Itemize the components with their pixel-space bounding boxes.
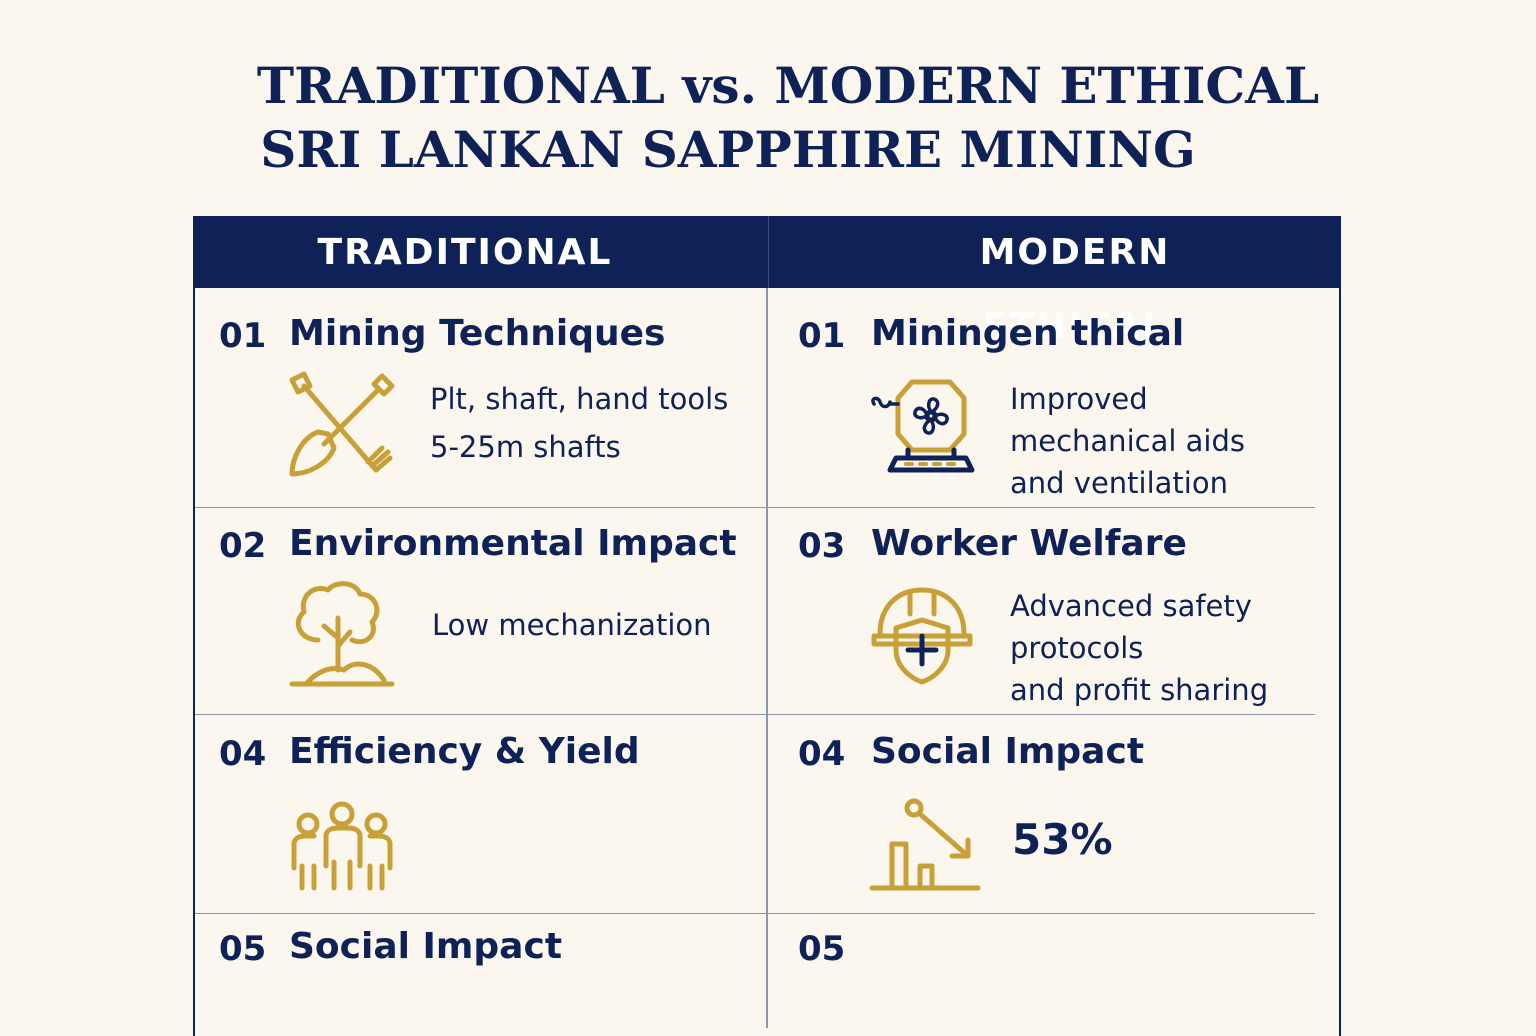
- page-title-line-2: SRI LANKAN SAPPHIRE MINING: [260, 120, 1196, 179]
- row-description-line: Low mechanization: [432, 608, 712, 642]
- row-title: Worker Welfare: [871, 523, 1187, 564]
- row-description-line: and profit sharing: [1010, 673, 1269, 707]
- column-divider: [766, 288, 768, 1028]
- row-divider: [195, 714, 1315, 715]
- row-title: Social Impact: [289, 926, 563, 967]
- shovel-pickaxe-icon: [289, 371, 395, 477]
- row-number: 05: [219, 929, 267, 969]
- row-number: 04: [219, 734, 267, 774]
- row-number: 01: [219, 316, 267, 356]
- tree-icon: [289, 581, 395, 687]
- row-number: 04: [798, 734, 846, 774]
- row-title: Social Impact: [871, 731, 1145, 772]
- row-title: Efficiency & Yield: [289, 731, 640, 772]
- row-title: Environmental Impact: [289, 523, 737, 564]
- row-description-line: 5-25m shafts: [430, 430, 621, 464]
- page-title-line-1: TRADITIONAL vs. MODERN ETHICAL: [256, 56, 1320, 115]
- column-header-traditional: TRADITIONAL: [317, 232, 613, 273]
- row-number: 03: [798, 526, 846, 566]
- row-description-line: Plt, shaft, hand tools: [430, 382, 729, 416]
- table-header: TRADITIONAL MODERN ETHICAL: [195, 216, 1339, 347]
- comparison-table: TRADITIONAL MODERN ETHICAL: [193, 216, 1341, 1036]
- row-divider: [195, 913, 1315, 914]
- row-title: Mining Techniques: [289, 313, 666, 354]
- row-divider: [195, 507, 1315, 508]
- row-description-line: and ventilation: [1010, 466, 1228, 500]
- row-description-line: Improved: [1010, 382, 1148, 416]
- row-title: Miningen thical: [871, 313, 1185, 354]
- column-header-modern-ethical: MODERN ETHICAL: [979, 232, 1171, 347]
- row-description-line: protocols: [1010, 631, 1144, 665]
- row-description-line: mechanical aids: [1010, 424, 1245, 458]
- people-group-icon: [291, 801, 393, 891]
- ventilation-machine-icon: [871, 379, 975, 473]
- social-impact-stat: 53%: [1012, 815, 1113, 864]
- row-number: 05: [798, 929, 846, 969]
- row-number: 01: [798, 316, 846, 356]
- row-description-line: Advanced safety: [1010, 589, 1252, 623]
- declining-chart-icon: [869, 798, 981, 891]
- header-divider: [768, 216, 769, 288]
- row-number: 02: [219, 526, 267, 566]
- safety-helmet-shield-icon: [871, 587, 973, 685]
